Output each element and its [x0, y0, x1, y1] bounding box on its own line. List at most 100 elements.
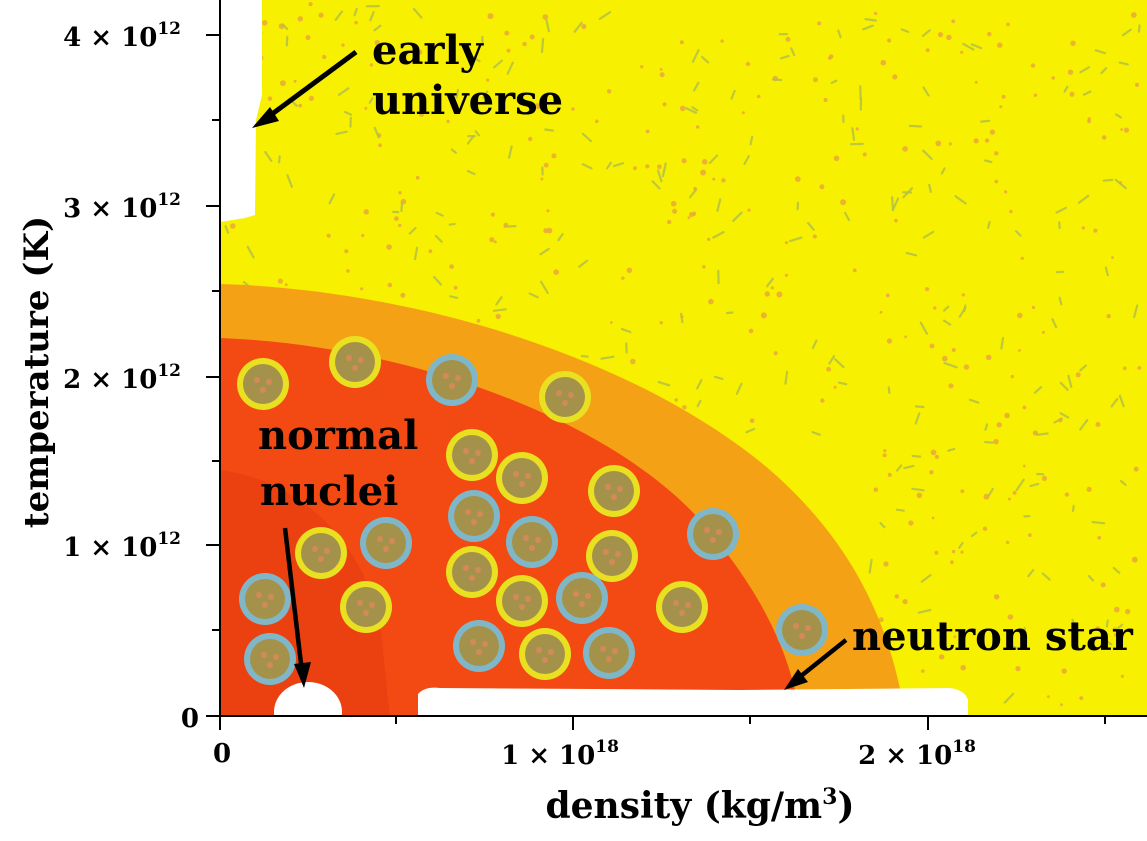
plasma-speckle-dash — [912, 489, 923, 491]
hadron-quark — [254, 377, 260, 383]
plasma-speckle-dot — [983, 527, 987, 531]
plasma-speckle-dot — [960, 51, 963, 54]
hadron-quark — [536, 647, 542, 653]
x-axis-title-superscript: 3 — [822, 784, 837, 810]
plasma-speckle-dash — [279, 156, 280, 162]
plasma-speckle-dot — [364, 107, 367, 110]
x-tick-label: 2 × 1018 — [858, 737, 976, 771]
plasma-speckle-dot — [1023, 465, 1026, 468]
plasma-speckle-dot — [496, 314, 501, 319]
normal-nuclei-label-line2: nuclei — [260, 468, 398, 515]
plasma-speckle-dot — [671, 201, 677, 207]
hadron-quark — [318, 556, 324, 562]
plasma-speckle-dot — [1120, 128, 1123, 131]
plasma-speckle-dot — [993, 439, 998, 444]
plasma-speckle-dot — [964, 364, 969, 369]
plasma-speckle-dot — [341, 43, 344, 46]
plasma-speckle-dot — [1087, 487, 1092, 492]
plasma-speckle-dash — [1037, 434, 1048, 435]
plasma-speckle-dot — [932, 517, 935, 520]
plasma-speckle-dot — [680, 40, 684, 44]
plasma-speckle-dot — [1123, 366, 1127, 370]
plasma-speckle-dash — [545, 130, 553, 131]
plasma-speckle-dot — [1082, 226, 1085, 229]
plasma-speckle-dot — [952, 348, 956, 352]
plasma-speckle-dot — [761, 312, 767, 318]
plasma-speckle-dot — [894, 219, 898, 223]
x-tick-label: 1 × 1018 — [501, 737, 619, 771]
plasma-speckle-dot — [230, 223, 236, 229]
hadron-quark — [389, 538, 395, 544]
hadron-core — [454, 496, 494, 536]
hadron-particle — [586, 530, 638, 582]
y-tick-label: 4 × 1012 — [63, 19, 181, 53]
plasma-speckle-dot — [354, 21, 358, 25]
hadron-core — [452, 552, 492, 592]
plasma-speckle-dot — [543, 14, 549, 20]
plasma-speckle-dot — [630, 359, 636, 365]
hadron-quark — [542, 657, 548, 663]
plasma-speckle-dash — [494, 309, 506, 311]
hadron-quark — [556, 390, 562, 396]
hadron-quark — [605, 484, 611, 490]
plasma-speckle-dot — [663, 102, 667, 106]
plasma-speckle-dot — [1018, 349, 1021, 352]
plasma-speckle-dot — [595, 120, 599, 124]
x-tick-mantissa: 1 × 10 — [501, 741, 595, 771]
plasma-speckle-dot — [863, 153, 867, 157]
plasma-speckle-dot — [990, 130, 995, 135]
plasma-speckle-dot — [997, 422, 1002, 427]
hadron-quark — [261, 652, 267, 658]
hadron-quark — [256, 592, 262, 598]
hadron-core — [693, 514, 733, 554]
hadron-core — [432, 360, 472, 400]
plasma-speckle-dot — [416, 176, 420, 180]
plasma-speckle-dot — [786, 37, 791, 42]
hadron-quark — [710, 537, 716, 543]
plasma-speckle-dot — [667, 220, 671, 224]
plasma-speckle-dot — [322, 55, 326, 59]
y-axis-title: temperature (K) — [17, 216, 57, 528]
hadron-core — [459, 626, 499, 666]
plasma-speckle-dot — [546, 209, 549, 212]
hadron-quark — [529, 545, 535, 551]
plasma-speckle-dash — [450, 224, 455, 225]
plasma-speckle-dot — [1004, 413, 1010, 419]
y-tick-label: 1 × 1012 — [63, 529, 181, 563]
x-tick-labels: 0 1 × 1018 2 × 1018 — [213, 737, 976, 771]
plasma-speckle-dot — [1028, 533, 1032, 537]
plasma-speckle-dot — [494, 240, 497, 243]
plasma-speckle-dot — [774, 351, 778, 355]
plasma-speckle-dot — [974, 138, 979, 143]
plasma-speckle-dot — [680, 106, 686, 112]
hadron-quark — [805, 625, 811, 631]
plasma-speckle-dot — [1042, 331, 1045, 334]
plasma-speckle-dot — [702, 265, 706, 269]
plasma-speckle-dot — [1124, 128, 1129, 133]
plasma-speckle-dot — [1006, 541, 1009, 544]
hadron-quark — [579, 601, 585, 607]
hadron-particle — [687, 508, 739, 560]
plasma-speckle-dot — [929, 470, 933, 474]
hadron-core — [545, 377, 585, 417]
plasma-speckle-dot — [1013, 491, 1017, 495]
hadron-quark — [476, 649, 482, 655]
hadron-quark — [449, 383, 455, 389]
hadron-quark — [573, 591, 579, 597]
hadron-quark — [273, 654, 279, 660]
hadron-quark — [470, 639, 476, 645]
plasma-speckle-dot — [917, 493, 923, 499]
plasma-speckle-dash — [985, 161, 991, 163]
plasma-speckle-dot — [1065, 492, 1069, 496]
plasma-speckle-dot — [1017, 313, 1023, 319]
plasma-speckle-dot — [551, 153, 556, 158]
plasma-speckle-dot — [826, 367, 831, 372]
plasma-speckle-dash — [866, 19, 876, 21]
plasma-speckle-dot — [1119, 181, 1122, 184]
plasma-speckle-dot — [364, 209, 369, 214]
plasma-speckle-dot — [621, 276, 624, 279]
plasma-speckle-dot — [935, 141, 941, 147]
plasma-speckle-dot — [1002, 95, 1006, 99]
x-tick-mantissa: 2 × 10 — [858, 741, 952, 771]
plasma-speckle-dot — [477, 319, 481, 323]
